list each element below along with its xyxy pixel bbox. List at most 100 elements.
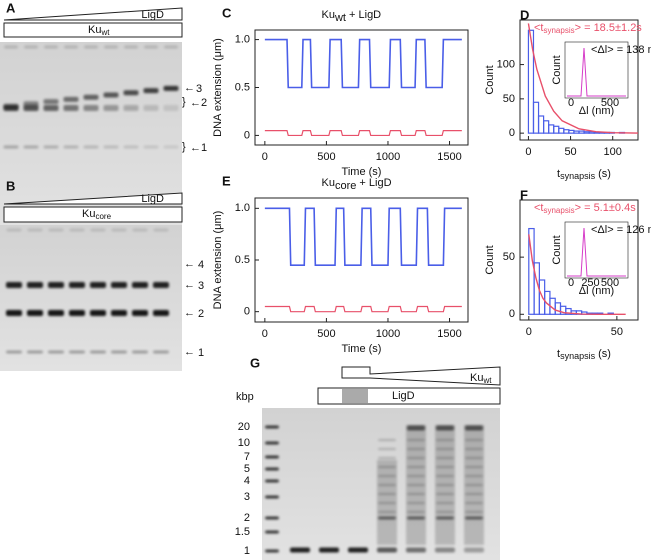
svg-text:←: ← [184,346,195,358]
inset-x-tick-label: 500 [601,277,619,289]
gel-band [378,439,396,441]
inset-peak [567,47,626,97]
gel-band [27,228,43,232]
gel-band [465,466,483,468]
x-axis-label: Time (s) [342,166,382,178]
gel-band [44,45,58,49]
gel-band [290,547,310,553]
gel-band [465,516,483,520]
gel-band [265,479,279,483]
gel-band [90,228,106,232]
gel-band [23,105,39,111]
gel-band [144,45,158,49]
inset-label: <Δl> = 126 nm [591,224,651,236]
gel-band [163,85,179,91]
box-label: Kucore [82,208,112,221]
gel-band [378,466,396,468]
gel-band [69,310,85,316]
gel-band [436,484,454,486]
ladder-label: 5 [244,463,250,475]
gel-band [465,457,483,459]
unit-label: kbp [236,391,254,403]
svg-text:←: ← [190,97,201,109]
inset-x-tick-label: 0 [568,97,574,109]
gel-band [143,105,159,111]
gel-band [111,310,127,316]
gel-band [407,439,425,441]
gel-band [69,350,85,354]
gel-band [265,441,279,445]
gel-band [407,516,425,520]
gel-band [435,547,455,553]
panel-label: F [520,187,528,202]
gel-band [378,448,396,450]
plot-area [264,207,462,313]
gel-band [265,455,279,459]
gel-band [164,45,178,49]
gel-band [153,310,169,316]
gel-band [103,105,119,111]
annotation-part: <t [534,202,543,214]
gel-band [465,484,483,486]
inset-label: <Δl> = 138 nm [591,44,651,56]
ladder-label: 2 [244,512,250,524]
gel-band [83,105,99,111]
gel-band [265,530,279,534]
annotation-part: <t [534,22,543,34]
x-tick-label: 0 [262,328,268,340]
annotation-part: synapsis [543,26,574,35]
y-axis-label: DNA extension (μm) [212,211,224,310]
gel-band [111,282,127,288]
gel-band [153,228,169,232]
svg-text:←: ← [184,307,195,319]
gel-band [436,516,454,520]
chart-title-part: + LigD [356,177,391,189]
svg-text:←: ← [190,142,201,154]
x-tick-label: 0 [262,151,268,163]
box-label-main: Ku [88,24,101,36]
gel-band [378,475,396,477]
gel-band [24,45,38,49]
gel-band [153,282,169,288]
gel-band [378,493,396,495]
ladder-label: 7 [244,451,250,463]
gel-band [3,105,19,111]
gel-band [132,228,148,232]
gel-band [465,439,483,441]
gel-band [83,94,99,100]
gel-band [265,516,279,520]
fit-curve [528,234,626,315]
inset-y-label: Count [551,235,563,264]
svg-text:←: ← [184,279,195,291]
gel-band [123,90,139,96]
gel-band [124,45,138,49]
box-shade [342,389,368,403]
gel-band [265,467,279,471]
ladder-label: 20 [238,421,250,433]
y-axis-label: Count [484,245,496,274]
gel-band [163,105,179,111]
chart-title: Kuwt + LigD [322,9,382,24]
y-tick-label: 0 [509,127,515,139]
gel-band [3,145,19,149]
x-axis-label-part: t [557,348,560,360]
gel-band [153,350,169,354]
fit-curve [527,23,638,134]
gel-band [43,105,59,111]
gel-band [43,145,59,149]
wedge-label: LigD [141,193,164,205]
gel-band [111,228,127,232]
chart-title-part: + LigD [346,9,381,21]
gel-band [6,350,22,354]
box-label-sub: core [95,212,111,221]
gel-image [262,408,500,560]
gel-band [436,448,454,450]
wedge-label: Kuwt [470,372,492,385]
ladder-label: 1 [244,545,250,557]
gel-band [132,310,148,316]
gel-band [48,310,64,316]
gel-band [319,547,339,553]
wedge-label: LigD [141,9,164,21]
gel-band [132,282,148,288]
marker: 3 [198,280,204,292]
